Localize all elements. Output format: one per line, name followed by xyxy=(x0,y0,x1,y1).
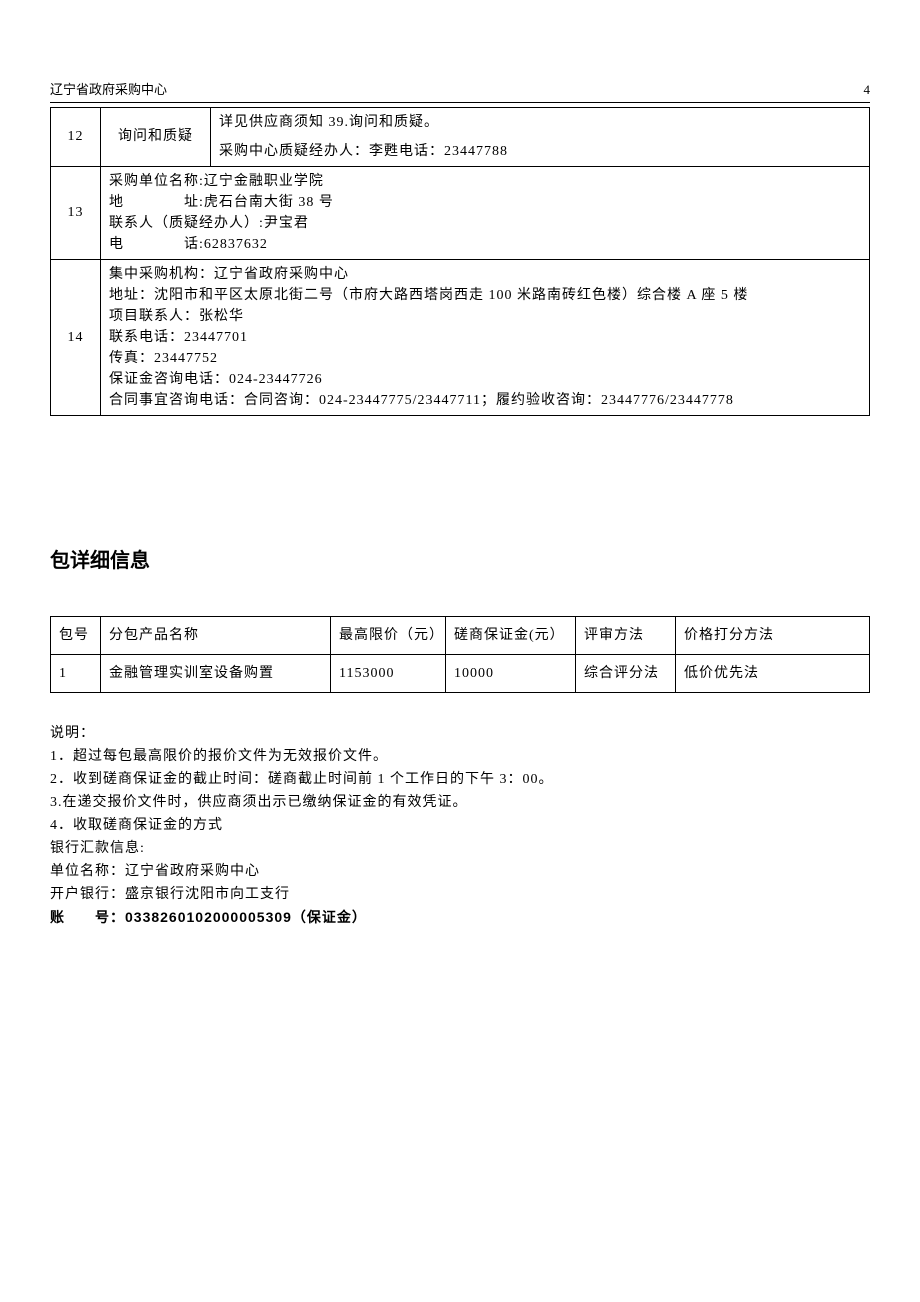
row14-content: 集中采购机构：辽宁省政府采购中心 地址：沈阳市和平区太原北街二号（市府大路西塔岗… xyxy=(101,259,870,415)
pkg-num: 1 xyxy=(51,654,101,692)
row12-text2: 采购中心质疑经办人：李甦电话：23447788 xyxy=(211,137,870,167)
row-num-13: 13 xyxy=(51,166,101,259)
row-num-14: 14 xyxy=(51,259,101,415)
table-row-13: 13 采购单位名称:辽宁金融职业学院 地 址:虎石台南大街 38 号 联系人（质… xyxy=(51,166,870,259)
row14-line5: 传真：23447752 xyxy=(109,348,861,369)
row-label-12: 询问和质疑 xyxy=(101,107,211,166)
page-number: 4 xyxy=(864,80,871,100)
pkg-header-name: 分包产品名称 xyxy=(101,616,331,654)
row13-line2: 地 址:虎石台南大街 38 号 xyxy=(109,192,861,213)
row14-line6: 保证金咨询电话：024-23447726 xyxy=(109,369,861,390)
page-header: 辽宁省政府采购中心 4 xyxy=(50,80,870,103)
info-table: 12 询问和质疑 详见供应商须知 39.询问和质疑。 采购中心质疑经办人：李甦电… xyxy=(50,107,870,416)
pkg-name: 金融管理实训室设备购置 xyxy=(101,654,331,692)
unit-name: 单位名称：辽宁省政府采购中心 xyxy=(50,861,870,882)
note-2: 2．收到磋商保证金的截止时间：磋商截止时间前 1 个工作日的下午 3：00。 xyxy=(50,769,870,790)
note-1: 1．超过每包最高限价的报价文件为无效报价文件。 xyxy=(50,746,870,767)
section-title: 包详细信息 xyxy=(50,546,870,576)
row12-text1: 详见供应商须知 39.询问和质疑。 xyxy=(211,107,870,137)
account-number: 账 号：0338260102000005309（保证金） xyxy=(50,907,870,928)
note-4: 4．收取磋商保证金的方式 xyxy=(50,815,870,836)
row13-line1: 采购单位名称:辽宁金融职业学院 xyxy=(109,171,861,192)
notes-section: 说明： 1．超过每包最高限价的报价文件为无效报价文件。 2．收到磋商保证金的截止… xyxy=(50,723,870,928)
row13-line3: 联系人（质疑经办人）:尹宝君 xyxy=(109,213,861,234)
pkg-score: 低价优先法 xyxy=(676,654,870,692)
pkg-header-row: 包号 分包产品名称 最高限价（元） 磋商保证金(元） 评审方法 价格打分方法 xyxy=(51,616,870,654)
row-num-12: 12 xyxy=(51,107,101,166)
row13-content: 采购单位名称:辽宁金融职业学院 地 址:虎石台南大街 38 号 联系人（质疑经办… xyxy=(101,166,870,259)
table-row-12: 12 询问和质疑 详见供应商须知 39.询问和质疑。 xyxy=(51,107,870,137)
pkg-header-score: 价格打分方法 xyxy=(676,616,870,654)
row14-line7: 合同事宜咨询电话：合同咨询：024-23447775/23447711；履约验收… xyxy=(109,390,861,411)
note-3: 3.在递交报价文件时，供应商须出示已缴纳保证金的有效凭证。 xyxy=(50,792,870,813)
header-org: 辽宁省政府采购中心 xyxy=(50,80,167,100)
pkg-header-price: 最高限价（元） xyxy=(331,616,446,654)
pkg-header-num: 包号 xyxy=(51,616,101,654)
pkg-deposit: 10000 xyxy=(446,654,576,692)
row13-line4: 电 话:62837632 xyxy=(109,234,861,255)
pkg-header-review: 评审方法 xyxy=(576,616,676,654)
bank-title: 银行汇款信息: xyxy=(50,838,870,859)
row14-line3: 项目联系人：张松华 xyxy=(109,306,861,327)
package-table: 包号 分包产品名称 最高限价（元） 磋商保证金(元） 评审方法 价格打分方法 1… xyxy=(50,616,870,693)
pkg-header-deposit: 磋商保证金(元） xyxy=(446,616,576,654)
row14-line1: 集中采购机构：辽宁省政府采购中心 xyxy=(109,264,861,285)
pkg-review: 综合评分法 xyxy=(576,654,676,692)
row14-line2: 地址：沈阳市和平区太原北街二号（市府大路西塔岗西走 100 米路南砖红色楼）综合… xyxy=(109,285,861,306)
pkg-price: 1153000 xyxy=(331,654,446,692)
bank-name: 开户银行：盛京银行沈阳市向工支行 xyxy=(50,884,870,905)
notes-title: 说明： xyxy=(50,723,870,744)
table-row-14: 14 集中采购机构：辽宁省政府采购中心 地址：沈阳市和平区太原北街二号（市府大路… xyxy=(51,259,870,415)
row14-line4: 联系电话：23447701 xyxy=(109,327,861,348)
pkg-row-1: 1 金融管理实训室设备购置 1153000 10000 综合评分法 低价优先法 xyxy=(51,654,870,692)
